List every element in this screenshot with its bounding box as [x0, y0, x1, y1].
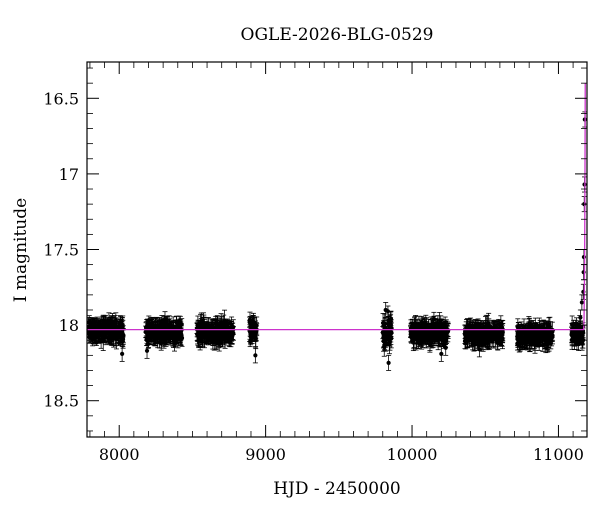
data-marker	[200, 332, 205, 337]
data-point	[95, 327, 101, 340]
data-marker	[417, 332, 422, 337]
data-point	[159, 315, 165, 328]
data-marker	[382, 321, 387, 326]
data-point	[111, 316, 117, 338]
chart-title: OGLE-2026-BLG-0529	[241, 25, 434, 45]
data-point	[145, 326, 151, 346]
data-marker	[247, 320, 252, 325]
data-marker	[222, 329, 227, 335]
data-marker	[111, 325, 116, 330]
data-marker	[145, 334, 150, 339]
data-marker	[229, 328, 234, 333]
data-point	[101, 321, 107, 333]
data-marker	[159, 319, 165, 324]
data-marker	[411, 338, 416, 343]
data-marker	[227, 334, 232, 339]
data-layer	[87, 111, 587, 371]
data-point	[205, 328, 211, 342]
data-marker	[162, 335, 167, 340]
data-marker	[92, 332, 97, 337]
data-marker	[427, 337, 432, 342]
data-point	[178, 326, 184, 346]
data-marker	[423, 321, 428, 327]
data-point	[120, 325, 126, 342]
data-marker	[96, 331, 101, 336]
data-marker	[178, 333, 184, 339]
data-marker	[102, 325, 107, 330]
data-marker	[382, 344, 387, 350]
data-marker	[386, 318, 391, 323]
data-marker	[386, 333, 392, 338]
data-marker	[222, 337, 228, 342]
data-marker	[437, 320, 442, 326]
data-marker	[212, 339, 217, 344]
data-marker	[214, 332, 219, 337]
data-point	[162, 330, 168, 344]
data-point	[211, 332, 217, 351]
data-marker	[109, 335, 114, 340]
data-marker	[386, 321, 391, 327]
data-marker	[206, 332, 211, 338]
data-marker	[120, 331, 125, 336]
data-marker	[113, 333, 118, 338]
data-marker	[410, 331, 416, 337]
data-marker	[430, 333, 435, 338]
